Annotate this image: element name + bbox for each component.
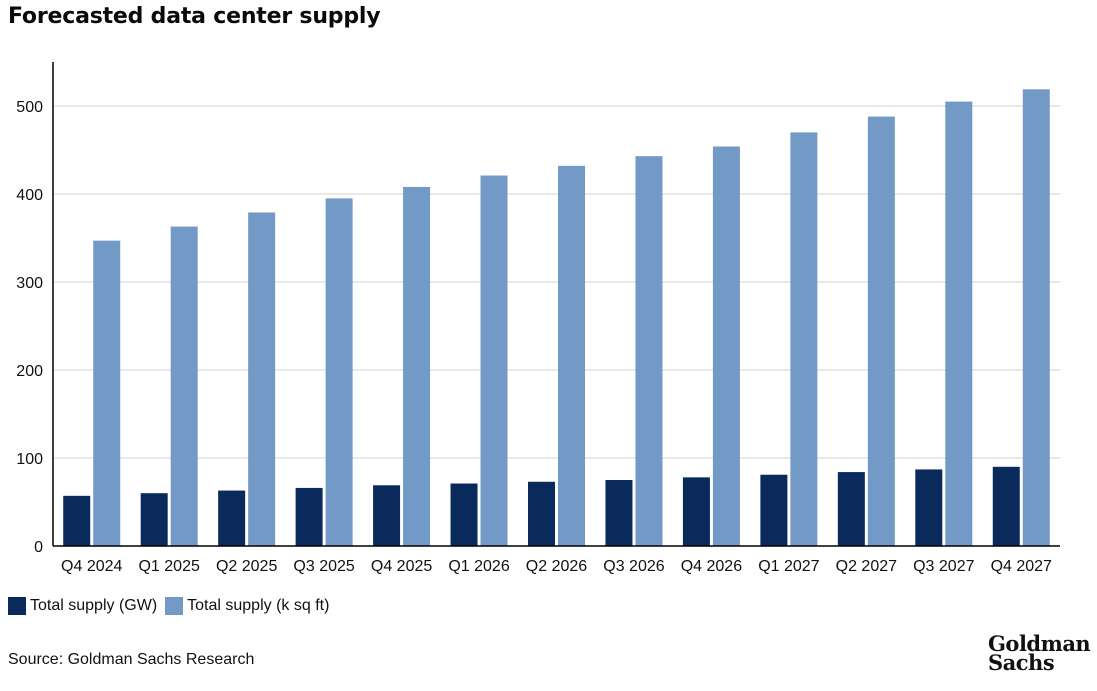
tick-labels: 0 100 200 300 400 500 Q4 2024 Q1 2025 Q2 2025 Q3 …: [16, 99, 1052, 575]
x-tick-label: Q1 2027: [758, 558, 819, 575]
y-tick-label: 100: [16, 451, 43, 468]
legend-label-gw: Total supply (GW): [30, 597, 158, 614]
x-tick-label: Q3 2025: [293, 558, 354, 575]
bar-gw: [295, 487, 323, 546]
bars: [63, 89, 1050, 547]
axes: [52, 62, 1060, 547]
bar-gw: [218, 490, 246, 546]
gridlines: [53, 105, 1060, 459]
x-tick-label: Q2 2027: [836, 558, 897, 575]
x-tick-label: Q1 2026: [448, 558, 509, 575]
bar-gw: [140, 493, 168, 546]
x-tick-label: Q4 2027: [991, 558, 1052, 575]
bar-gw: [528, 481, 555, 546]
bar-gw: [63, 495, 91, 546]
bar-sqft: [1022, 89, 1050, 546]
bar-sqft: [558, 165, 585, 546]
x-tick-label: Q1 2025: [138, 558, 199, 575]
bar-sqft: [403, 186, 431, 546]
y-tick-label: 200: [16, 363, 43, 380]
logo-line-1: Goldman: [988, 631, 1091, 656]
bar-sqft: [867, 116, 895, 546]
bar-gw: [837, 472, 865, 546]
bar-sqft: [790, 132, 818, 546]
bar-gw: [760, 474, 788, 546]
bar-sqft: [635, 156, 663, 546]
bar-gw: [682, 477, 710, 546]
legend-item-gw: Total supply (GW): [8, 597, 157, 615]
legend-item-sqft: Total supply (k sq ft): [165, 597, 329, 615]
y-tick-label: 300: [16, 275, 43, 292]
legend-swatch-gw: [8, 597, 26, 615]
bar-sqft: [712, 146, 740, 547]
y-tick-label: 500: [16, 99, 43, 116]
x-tick-label: Q3 2026: [603, 558, 664, 575]
bar-sqft: [945, 101, 973, 546]
y-tick-label: 400: [16, 187, 43, 204]
x-tick-label: Q4 2025: [371, 558, 432, 575]
source-note: Source: Goldman Sachs Research: [8, 651, 255, 668]
bar-sqft: [248, 212, 276, 547]
bar-chart: 0 100 200 300 400 500 Q4 2024 Q1 2025 Q2 2025 Q3 …: [16, 62, 1060, 575]
y-tick-label: 0: [34, 539, 43, 556]
logo-line-2: Sachs: [988, 650, 1055, 675]
x-tick-label: Q4 2026: [681, 558, 742, 575]
bar-gw: [450, 483, 478, 546]
bar-gw: [373, 485, 401, 546]
bar-gw: [605, 480, 633, 546]
legend-swatch-sqft: [165, 597, 184, 615]
bar-sqft: [93, 240, 121, 546]
chart-title: Forecasted data center supply: [8, 4, 381, 29]
bar-sqft: [170, 226, 198, 546]
bar-sqft: [325, 198, 353, 546]
bar-gw: [915, 469, 943, 546]
x-tick-label: Q4 2024: [61, 558, 122, 575]
goldman-sachs-logo: Goldman Sachs: [988, 631, 1091, 675]
x-tick-label: Q2 2026: [526, 558, 587, 575]
bar-sqft: [480, 175, 508, 546]
x-tick-label: Q2 2025: [216, 558, 277, 575]
x-tick-label: Q3 2027: [913, 558, 974, 575]
bar-gw: [992, 466, 1020, 546]
legend-label-sqft: Total supply (k sq ft): [187, 597, 330, 614]
legend: Total supply (GW) Total supply (k sq ft): [8, 597, 337, 615]
